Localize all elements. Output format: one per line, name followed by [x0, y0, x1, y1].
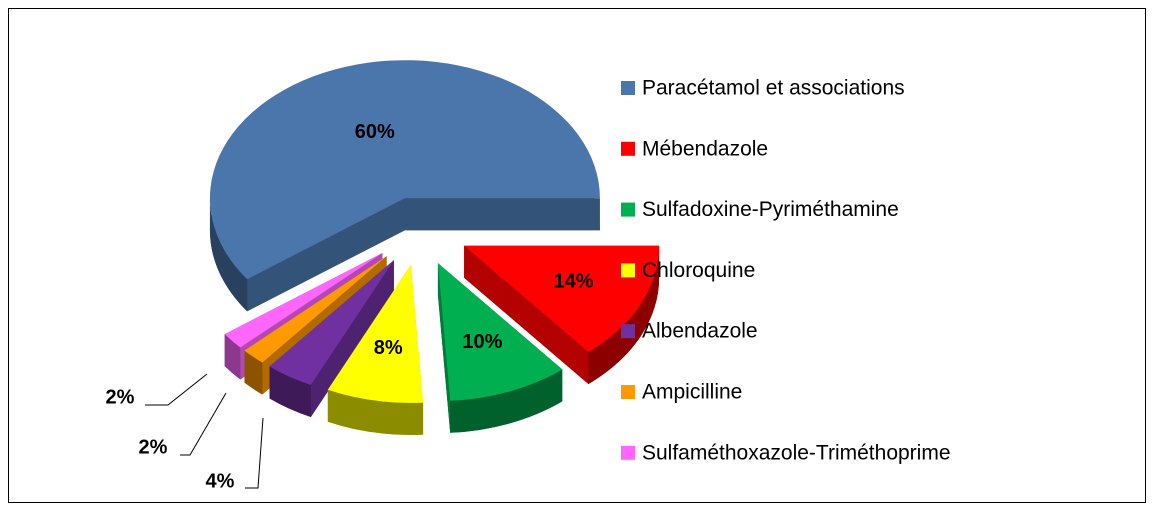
- slice-outer-wall: [450, 369, 563, 433]
- value-label: 2%: [139, 436, 168, 458]
- slice-outer-wall: [269, 366, 311, 417]
- slice-outer-wall: [224, 334, 241, 380]
- legend-swatch: [621, 81, 635, 95]
- slice: [464, 245, 660, 385]
- slice-top: [244, 256, 387, 363]
- slice: [209, 60, 600, 312]
- value-label: 60%: [355, 121, 395, 143]
- legend-label: Mébendazole: [642, 137, 768, 160]
- slice-radial-wall: [464, 245, 589, 385]
- legend-label: Chloroquine: [642, 259, 755, 282]
- slice-outer-wall: [244, 350, 263, 395]
- value-label: 10%: [462, 331, 502, 353]
- value-label: 2%: [106, 386, 135, 408]
- legend-label: Paracétamol et associations: [642, 77, 905, 100]
- legend-swatch: [621, 141, 635, 156]
- value-label: 4%: [206, 470, 235, 492]
- legend-label: Sulfadoxine-Pyriméthamine: [642, 198, 899, 221]
- slice-top: [224, 252, 383, 348]
- legend-swatch: [621, 445, 635, 460]
- slice-radial-wall: [404, 198, 600, 231]
- slice-top: [464, 245, 660, 353]
- leader-line: [145, 373, 208, 406]
- legend-swatch: [621, 202, 635, 217]
- slice-top: [437, 263, 563, 401]
- slice: [269, 260, 394, 417]
- slice-top: [327, 264, 424, 403]
- legend-label: Sulfaméthoxazole-Triméthoprime: [642, 441, 951, 464]
- slice-outer-wall: [327, 389, 424, 435]
- leader-line: [180, 392, 227, 456]
- slice: [327, 264, 424, 435]
- leader-line: [245, 417, 264, 489]
- value-label: 8%: [374, 337, 403, 359]
- legend-swatch: [621, 385, 635, 399]
- value-label: 14%: [553, 270, 593, 292]
- legend-swatch: [621, 263, 635, 278]
- legend-label: Ampicilline: [642, 381, 742, 404]
- slice-top: [269, 260, 394, 385]
- legend-label: Albendazole: [642, 320, 758, 343]
- slice-top: [209, 60, 600, 280]
- slice-outer-wall: [588, 245, 660, 385]
- slice: [437, 263, 563, 433]
- slice-radial-wall: [244, 256, 387, 383]
- legend-swatch: [621, 324, 635, 339]
- slice-radial-wall: [437, 263, 451, 433]
- slice-outer-wall: [209, 198, 248, 312]
- slice-radial-wall: [247, 198, 405, 312]
